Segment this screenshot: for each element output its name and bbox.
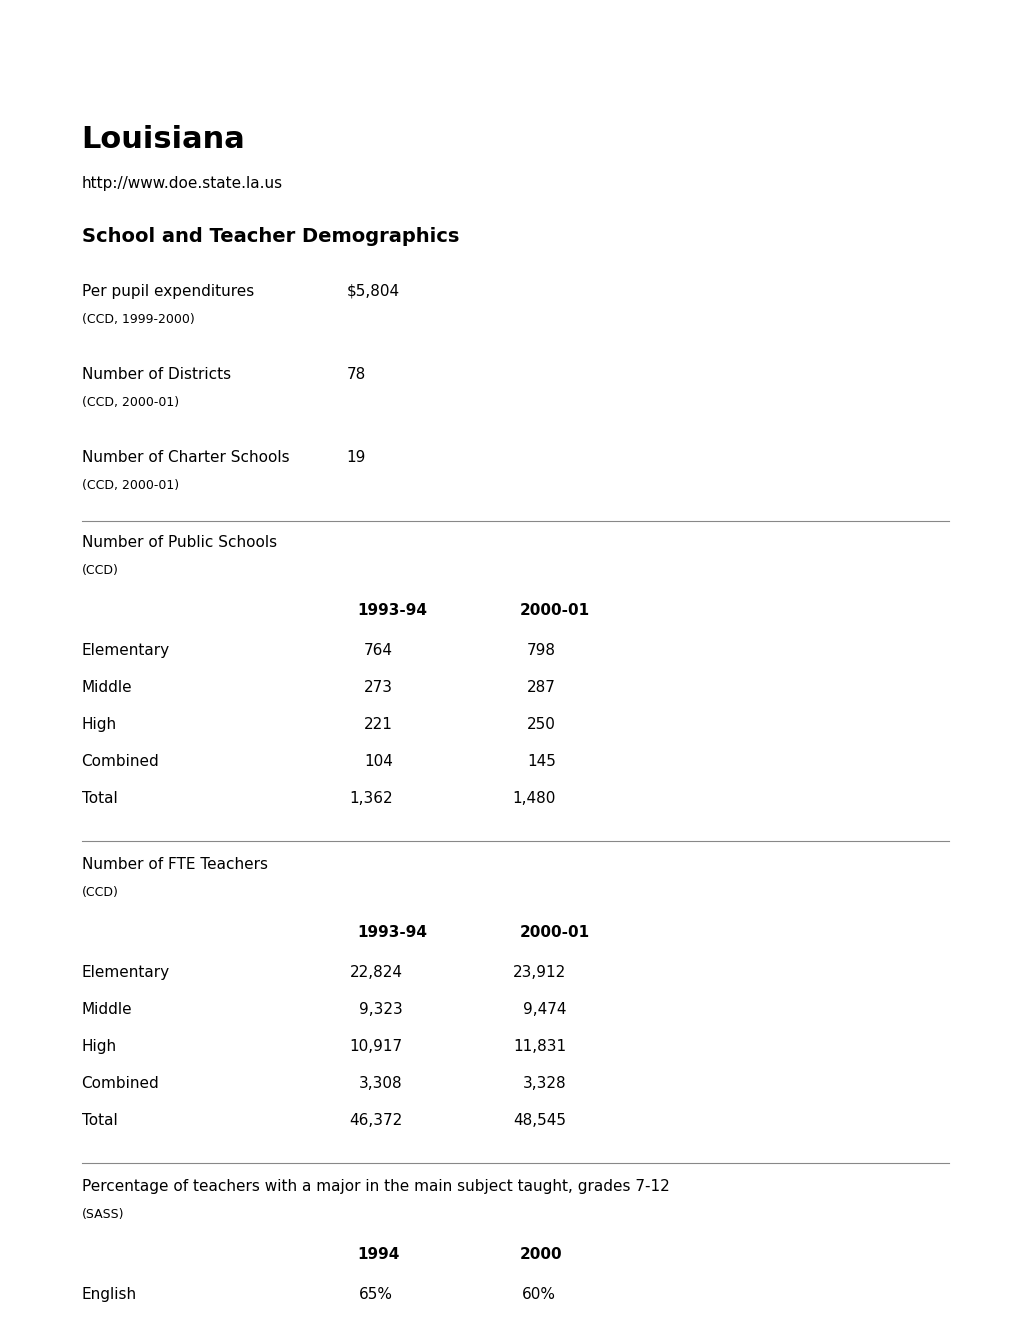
Text: 9,323: 9,323 [359, 1002, 403, 1016]
Text: (CCD, 1999-2000): (CCD, 1999-2000) [82, 313, 195, 326]
Text: 2000: 2000 [520, 1247, 562, 1262]
Text: High: High [82, 717, 116, 731]
Text: Louisiana: Louisiana [82, 125, 246, 154]
Text: 764: 764 [364, 643, 392, 657]
Text: Per pupil expenditures: Per pupil expenditures [82, 284, 254, 298]
Text: 273: 273 [364, 680, 392, 694]
Text: Number of Charter Schools: Number of Charter Schools [82, 450, 289, 465]
Text: Total: Total [82, 1113, 117, 1127]
Text: 60%: 60% [522, 1287, 555, 1302]
Text: Number of FTE Teachers: Number of FTE Teachers [82, 857, 267, 871]
Text: 287: 287 [527, 680, 555, 694]
Text: Total: Total [82, 791, 117, 805]
Text: (CCD, 2000-01): (CCD, 2000-01) [82, 396, 178, 409]
Text: 10,917: 10,917 [350, 1039, 403, 1053]
Text: School and Teacher Demographics: School and Teacher Demographics [82, 227, 459, 246]
Text: Combined: Combined [82, 754, 159, 768]
Text: (CCD, 2000-01): (CCD, 2000-01) [82, 479, 178, 492]
Text: http://www.doe.state.la.us: http://www.doe.state.la.us [82, 176, 282, 190]
Text: 3,308: 3,308 [359, 1076, 403, 1090]
Text: 65%: 65% [359, 1287, 392, 1302]
Text: Combined: Combined [82, 1076, 159, 1090]
Text: 78: 78 [346, 367, 366, 381]
Text: 46,372: 46,372 [350, 1113, 403, 1127]
Text: 48,545: 48,545 [513, 1113, 566, 1127]
Text: High: High [82, 1039, 116, 1053]
Text: 2000-01: 2000-01 [520, 603, 590, 618]
Text: 11,831: 11,831 [513, 1039, 566, 1053]
Text: 145: 145 [527, 754, 555, 768]
Text: 104: 104 [364, 754, 392, 768]
Text: 221: 221 [364, 717, 392, 731]
Text: 1993-94: 1993-94 [357, 603, 427, 618]
Text: 1994: 1994 [357, 1247, 399, 1262]
Text: (CCD): (CCD) [82, 564, 118, 577]
Text: English: English [82, 1287, 137, 1302]
Text: Middle: Middle [82, 1002, 132, 1016]
Text: 23,912: 23,912 [513, 965, 566, 979]
Text: Number of Districts: Number of Districts [82, 367, 230, 381]
Text: 1,362: 1,362 [348, 791, 392, 805]
Text: Elementary: Elementary [82, 643, 169, 657]
Text: Number of Public Schools: Number of Public Schools [82, 535, 276, 549]
Text: 1993-94: 1993-94 [357, 925, 427, 940]
Text: Percentage of teachers with a major in the main subject taught, grades 7-12: Percentage of teachers with a major in t… [82, 1179, 668, 1193]
Text: $5,804: $5,804 [346, 284, 399, 298]
Text: 1,480: 1,480 [512, 791, 555, 805]
Text: (CCD): (CCD) [82, 886, 118, 899]
Text: Middle: Middle [82, 680, 132, 694]
Text: 250: 250 [527, 717, 555, 731]
Text: 19: 19 [346, 450, 366, 465]
Text: (SASS): (SASS) [82, 1208, 124, 1221]
Text: 9,474: 9,474 [522, 1002, 566, 1016]
Text: 2000-01: 2000-01 [520, 925, 590, 940]
Text: 22,824: 22,824 [350, 965, 403, 979]
Text: 798: 798 [527, 643, 555, 657]
Text: 3,328: 3,328 [522, 1076, 566, 1090]
Text: Elementary: Elementary [82, 965, 169, 979]
